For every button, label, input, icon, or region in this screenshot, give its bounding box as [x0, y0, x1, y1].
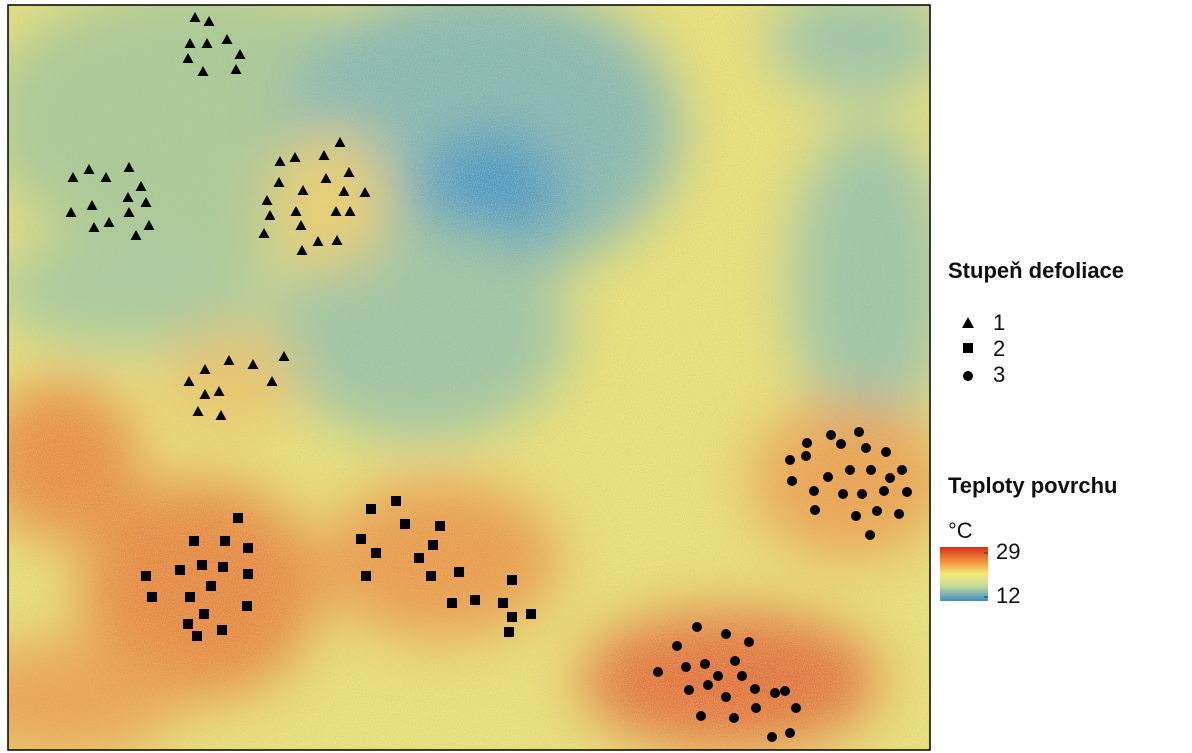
square-point — [242, 601, 252, 611]
circle-point — [854, 427, 864, 437]
circle-point — [861, 443, 871, 453]
circle-point — [684, 685, 694, 695]
square-point — [147, 592, 157, 602]
colorbar-ticks: 29 12 — [984, 539, 1020, 608]
square-point — [243, 569, 253, 579]
circle-point — [770, 688, 780, 698]
legend-label: 3 — [993, 362, 1005, 387]
circle-point — [802, 438, 812, 448]
square-point — [470, 595, 480, 605]
square-point — [197, 560, 207, 570]
circle-point — [681, 662, 691, 672]
legend-label: 2 — [993, 336, 1005, 361]
square-point — [192, 631, 202, 641]
square-point — [185, 592, 195, 602]
square-point — [366, 504, 376, 514]
square-point — [447, 598, 457, 608]
circle-point — [826, 430, 836, 440]
circle-point — [838, 489, 848, 499]
circle-point — [672, 641, 682, 651]
legend-label: 1 — [993, 310, 1005, 335]
legend-symbol — [962, 317, 974, 328]
legend-unit: °C — [948, 518, 973, 543]
colorbar-label: 29 — [996, 539, 1020, 564]
circle-point — [885, 473, 895, 483]
circle-point — [872, 506, 882, 516]
square-point — [371, 548, 381, 558]
circle-point — [809, 486, 819, 496]
circle-point — [851, 511, 861, 521]
circle-point — [897, 465, 907, 475]
circle-point — [787, 476, 797, 486]
square-point — [243, 543, 253, 553]
square-point — [356, 534, 366, 544]
circle-point — [721, 692, 731, 702]
circle-point — [696, 711, 706, 721]
circle-point — [823, 472, 833, 482]
square-point — [507, 612, 517, 622]
circle-point — [767, 732, 777, 742]
circle-point — [729, 713, 739, 723]
colorbar-label: 12 — [996, 583, 1020, 608]
circle-point — [791, 703, 801, 713]
square-point — [189, 536, 199, 546]
circle-point — [703, 680, 713, 690]
circle-point — [894, 509, 904, 519]
circle-point — [879, 486, 889, 496]
circle-point — [836, 439, 846, 449]
square-point — [435, 521, 445, 531]
circle-point — [780, 686, 790, 696]
square-point — [454, 567, 464, 577]
circle-point — [785, 728, 795, 738]
square-point — [426, 571, 436, 581]
circle-point — [857, 489, 867, 499]
square-point — [217, 625, 227, 635]
circle-point — [744, 637, 754, 647]
colorbar — [940, 547, 988, 601]
square-point — [526, 609, 536, 619]
square-point — [183, 619, 193, 629]
circle-point — [801, 451, 811, 461]
square-point — [206, 581, 216, 591]
circle-point — [737, 671, 747, 681]
square-point — [504, 627, 514, 637]
circle-point — [845, 465, 855, 475]
square-point — [233, 513, 243, 523]
circle-point — [730, 656, 740, 666]
legend-symbol — [963, 371, 973, 381]
circle-point — [653, 667, 663, 677]
square-point — [391, 496, 401, 506]
legend-title: Teploty povrchu — [948, 473, 1118, 498]
circle-point — [881, 447, 891, 457]
circle-point — [865, 530, 875, 540]
square-point — [507, 575, 517, 585]
square-point — [400, 519, 410, 529]
square-point — [218, 562, 228, 572]
square-point — [361, 571, 371, 581]
square-point — [414, 553, 424, 563]
circle-point — [721, 629, 731, 639]
raster — [0, 0, 950, 753]
square-point — [498, 598, 508, 608]
circle-point — [785, 455, 795, 465]
square-point — [220, 536, 230, 546]
circle-point — [866, 465, 876, 475]
circle-point — [713, 671, 723, 681]
square-point — [141, 571, 151, 581]
legend-symbol — [963, 343, 973, 353]
circle-point — [751, 703, 761, 713]
circle-point — [902, 487, 912, 497]
square-point — [199, 609, 209, 619]
map-figure: Stupeň defoliace 1 2 3 Teploty povrchu °… — [0, 0, 1192, 753]
legend-title: Stupeň defoliace — [948, 258, 1124, 283]
circle-point — [692, 622, 702, 632]
square-point — [175, 565, 185, 575]
circle-point — [700, 659, 710, 669]
square-point — [428, 540, 438, 550]
circle-point — [810, 505, 820, 515]
circle-point — [750, 684, 760, 694]
